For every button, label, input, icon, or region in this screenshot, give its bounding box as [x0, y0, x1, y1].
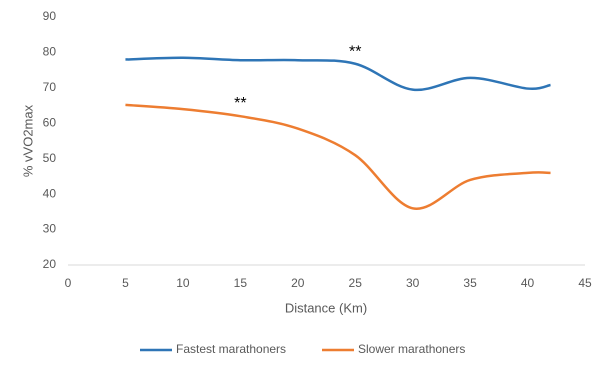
series-line [125, 103, 551, 210]
x-tick-label: 45 [578, 276, 592, 290]
y-tick-label: 20 [43, 257, 57, 271]
x-tick-label: 40 [521, 276, 535, 290]
y-tick-label: 30 [43, 222, 57, 236]
x-tick-label: 10 [176, 276, 190, 290]
annotation: ** [349, 44, 361, 61]
x-tick-label: 30 [406, 276, 420, 290]
annotation: ** [234, 95, 246, 112]
y-tick-label: 90 [43, 9, 57, 23]
legend-label: Slower marathoners [358, 342, 465, 356]
y-tick-label: 50 [43, 151, 57, 165]
x-tick-label: 20 [291, 276, 305, 290]
x-tick-label: 25 [349, 276, 363, 290]
y-tick-label: 80 [43, 45, 57, 59]
x-tick-label: 5 [122, 276, 129, 290]
series-line [125, 56, 551, 92]
y-axis-title: % vVO2max [20, 104, 35, 177]
legend-label: Fastest marathoners [176, 342, 286, 356]
y-tick-label: 60 [43, 115, 57, 129]
x-tick-label: 15 [234, 276, 248, 290]
x-tick-label: 35 [463, 276, 477, 290]
x-tick-label: 0 [65, 276, 72, 290]
y-tick-label: 40 [43, 186, 57, 200]
y-tick-label: 70 [43, 80, 57, 94]
x-axis-title: Distance (Km) [285, 300, 367, 315]
